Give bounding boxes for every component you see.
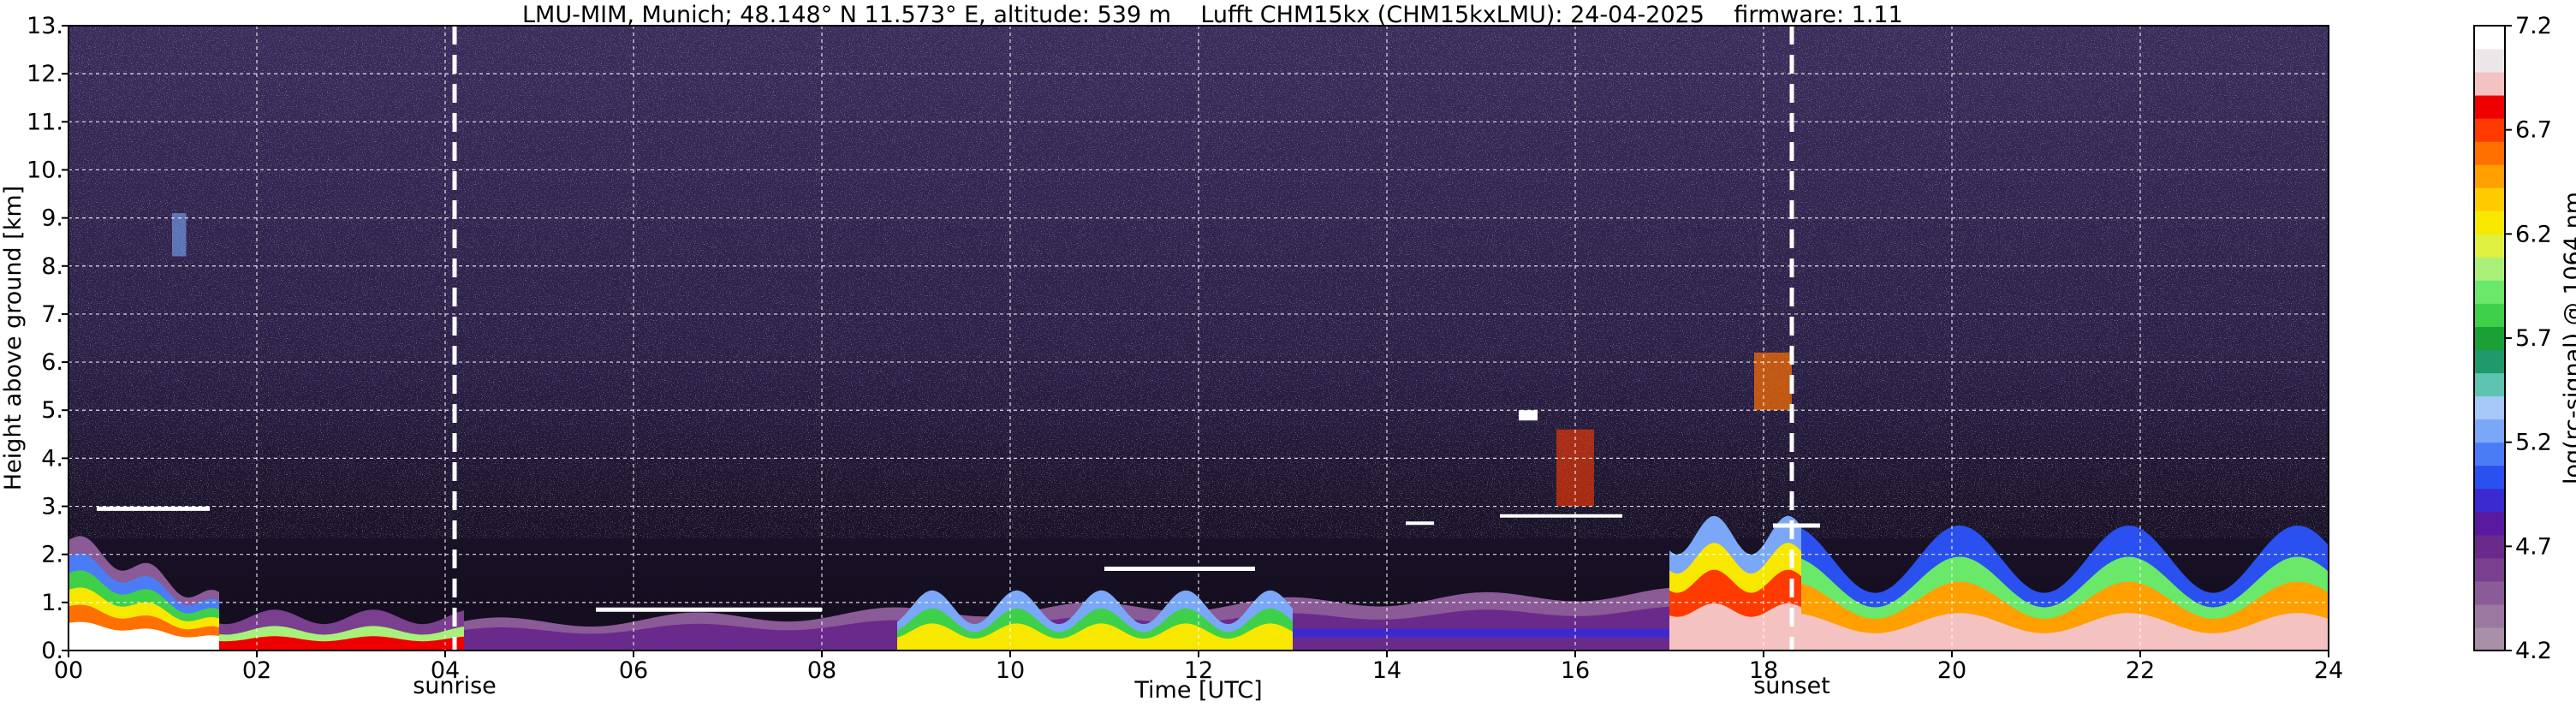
y-axis-label: Height above ground [km] xyxy=(0,186,27,490)
colorbar-swatch-15 xyxy=(2474,280,2505,304)
colorbar-swatch-16 xyxy=(2474,257,2505,281)
afternoon-layer-band-1 xyxy=(1293,637,1669,651)
sunset-label: sunset xyxy=(1753,673,1830,699)
x-tick-label-2: 04 xyxy=(431,657,460,684)
colorbar-swatch-18 xyxy=(2474,211,2505,235)
colorbar-tick-label-6: 7.2 xyxy=(2515,13,2552,39)
colorbar: 4.2 4.7 5.2 5.7 6.2 6.7 7.2 log(rc-signal) @ 10… xyxy=(2473,13,2576,664)
cloud-patch-3 xyxy=(172,213,187,257)
colorbar-swatch-0 xyxy=(2474,627,2505,651)
sunrise-label: sunrise xyxy=(413,673,497,699)
axes: sunrise sunset 00 02 04 06 08 10 12 14 16 18 20 22 24 0… xyxy=(0,13,2343,704)
colorbar-swatch-5 xyxy=(2474,511,2505,536)
y-tick-label-12: 12. xyxy=(27,61,63,87)
x-tick-label-11: 22 xyxy=(2126,657,2155,684)
colorbar-swatch-20 xyxy=(2474,164,2505,188)
colorbar-swatch-11 xyxy=(2474,372,2505,397)
plot-area xyxy=(68,26,2329,651)
colorbar-tick-label-1: 4.7 xyxy=(2515,533,2552,560)
x-tick-label-7: 14 xyxy=(1372,657,1401,684)
y-tick-label-10: 10. xyxy=(27,157,63,183)
y-tick-label-5: 5. xyxy=(41,397,63,424)
y-tick-label-2: 2. xyxy=(41,542,63,568)
colorbar-swatch-21 xyxy=(2474,141,2505,165)
colorbar-swatch-17 xyxy=(2474,234,2505,258)
colorbar-swatch-25 xyxy=(2474,49,2505,73)
colorbar-tick-label-4: 6.2 xyxy=(2515,221,2552,247)
cloud-patch-1 xyxy=(1519,410,1538,421)
cloud-patch-4 xyxy=(1556,429,1594,507)
colorbar-label: log(rc-signal) @ 1064 nm xyxy=(2560,192,2576,484)
x-tick-label-0: 00 xyxy=(54,657,83,684)
x-tick-label-1: 02 xyxy=(242,657,271,684)
y-tick-label-9: 9. xyxy=(41,205,63,232)
colorbar-swatch-23 xyxy=(2474,95,2505,119)
bl-night-band-5 xyxy=(68,621,219,651)
colorbar-swatch-7 xyxy=(2474,465,2505,490)
y-tick-label-11: 11. xyxy=(27,109,63,135)
y-tick-label-6: 6. xyxy=(41,349,63,376)
y-tick-label-0: 0. xyxy=(41,638,63,664)
cloud-patch-2 xyxy=(1754,352,1792,411)
colorbar-swatch-6 xyxy=(2474,488,2505,513)
colorbar-swatch-19 xyxy=(2474,187,2505,211)
colorbar-swatch-13 xyxy=(2474,326,2505,351)
colorbar-swatch-24 xyxy=(2474,72,2505,96)
colorbar-swatch-12 xyxy=(2474,349,2505,374)
colorbar-swatch-9 xyxy=(2474,419,2505,443)
colorbar-swatch-26 xyxy=(2474,26,2505,50)
y-tick-label-13: 13. xyxy=(27,13,63,39)
y-tick-label-1: 1. xyxy=(41,590,63,616)
x-tick-label-8: 16 xyxy=(1561,657,1590,684)
x-tick-label-6: 12 xyxy=(1184,657,1213,684)
y-tick-label-3: 3. xyxy=(41,494,63,520)
chart-title-text: LMU-MIM, Munich; 48.148° N 11.573° E, al… xyxy=(522,2,1903,28)
x-axis-label: Time [UTC] xyxy=(1133,677,1262,704)
colorbar-tick-label-5: 6.7 xyxy=(2515,117,2552,144)
y-tick-label-7: 7. xyxy=(41,301,63,328)
x-tick-label-10: 20 xyxy=(1937,657,1966,684)
colorbar-swatch-14 xyxy=(2474,303,2505,327)
x-tick-label-9: 18 xyxy=(1749,657,1778,684)
colorbar-swatch-3 xyxy=(2474,557,2505,582)
evening-cloud-band-3 xyxy=(1669,603,1801,651)
colorbar-tick-label-0: 4.2 xyxy=(2515,638,2552,664)
convective-plumes-band-2 xyxy=(897,623,1293,651)
y-tick-label-4: 4. xyxy=(41,445,63,472)
colorbar-swatch-1 xyxy=(2474,603,2505,628)
y-tick-label-8: 8. xyxy=(41,253,63,280)
x-tick-label-3: 06 xyxy=(619,657,648,684)
colorbar-tick-label-2: 5.2 xyxy=(2515,430,2552,456)
night-layer-band-3 xyxy=(1801,613,2329,651)
bl-dawn-band-2 xyxy=(219,636,464,651)
colorbar-swatch-2 xyxy=(2474,580,2505,605)
colorbar-swatch-4 xyxy=(2474,534,2505,559)
colorbar-swatch-8 xyxy=(2474,442,2505,466)
colorbar-tick-label-3: 5.7 xyxy=(2515,325,2552,352)
colorbar-swatch-22 xyxy=(2474,118,2505,142)
x-tick-label-5: 10 xyxy=(996,657,1025,684)
colorbar-swatch-10 xyxy=(2474,395,2505,420)
x-tick-label-12: 24 xyxy=(2314,657,2343,684)
x-tick-label-4: 08 xyxy=(807,657,836,684)
chart-title: LMU-MIM, Munich; 48.148° N 11.573° E, al… xyxy=(0,2,2534,81)
